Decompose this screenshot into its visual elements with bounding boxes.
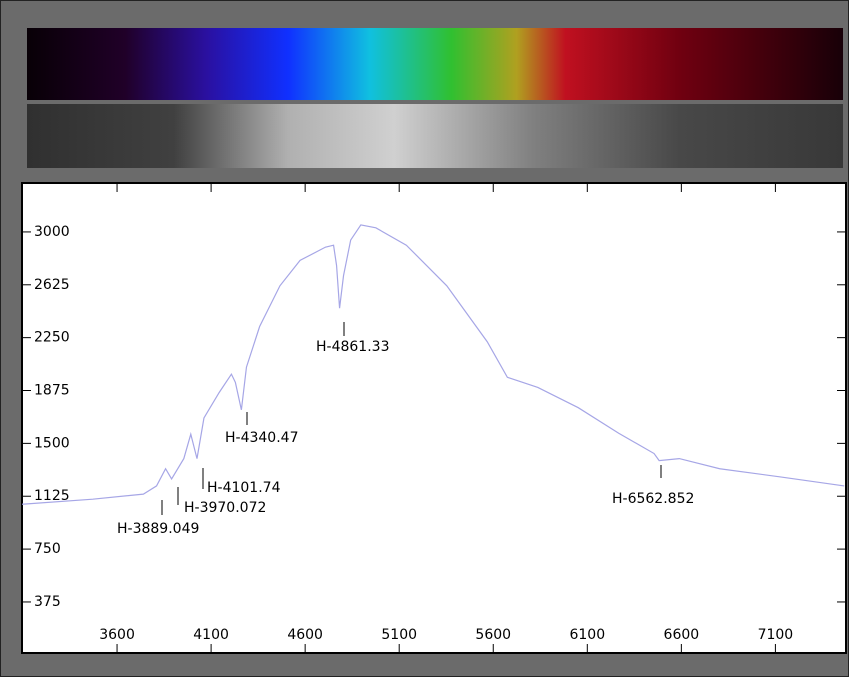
color-spectrum (27, 28, 843, 100)
x-tick-label: 6600 (664, 627, 700, 643)
x-tick-label: 5600 (475, 627, 511, 643)
y-tick-label: 1500 (34, 435, 70, 451)
x-tick-label: 4600 (287, 627, 323, 643)
y-tick-label: 375 (34, 594, 61, 610)
annotation: H-3970.072 (184, 500, 266, 516)
x-tick-label: 3600 (99, 627, 135, 643)
x-tick-label: 5100 (381, 627, 417, 643)
annotation: H-6562.852 (612, 491, 694, 507)
gray-spectrum (27, 104, 843, 168)
annotation: H-3889.049 (117, 521, 199, 537)
annotation: H-4101.74 (207, 480, 281, 496)
annotation: H-4861.33 (316, 339, 389, 355)
y-tick-label: 3000 (34, 224, 70, 240)
y-tick-label: 2625 (34, 277, 70, 293)
annotation: H-4340.47 (225, 430, 298, 446)
y-tick-label: 750 (34, 541, 61, 557)
x-tick-label: 7100 (758, 627, 794, 643)
plot-panel (22, 183, 846, 653)
page: {"chart_data": {"type": "line", "x": [30… (0, 0, 849, 677)
y-tick-label: 1875 (34, 383, 70, 399)
x-tick-label: 6100 (569, 627, 605, 643)
chart: 3600410046005100560061006600710037575011… (0, 0, 849, 677)
x-tick-label: 4100 (193, 627, 229, 643)
y-tick-label: 2250 (34, 330, 70, 346)
